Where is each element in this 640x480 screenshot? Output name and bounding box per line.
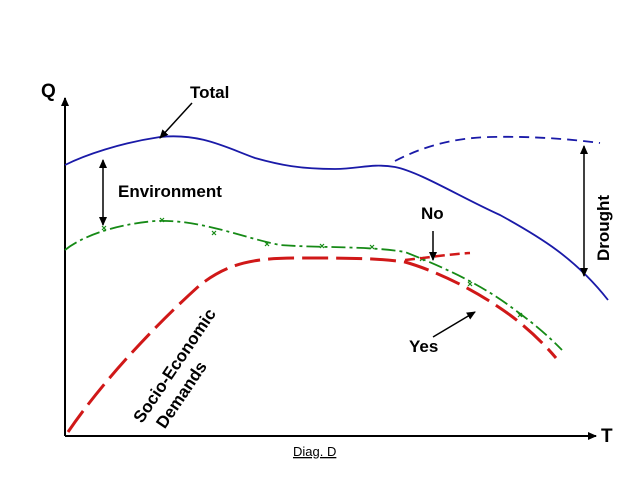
environment-curve-markers — [101, 217, 523, 318]
total-pointer-arrow — [159, 102, 193, 139]
total-label: Total — [190, 83, 229, 102]
socio-economic-no-branch — [404, 251, 471, 262]
socio-economic-label: Socio-Economic Demands — [130, 305, 220, 432]
environment-curve — [64, 219, 563, 351]
environment-label: Environment — [118, 182, 222, 201]
yes-pointer-arrow — [432, 311, 476, 338]
socio-economic-curve — [66, 256, 558, 433]
drought-label: Drought — [594, 195, 613, 261]
total-curve — [64, 135, 609, 301]
no-label: No — [421, 204, 444, 223]
diagram-caption: Diag. D — [293, 444, 336, 459]
total-curve-no-drought-branch — [394, 135, 601, 162]
x-axis-label: T — [601, 426, 613, 447]
y-axis-label: Q — [41, 81, 56, 102]
yes-label: Yes — [409, 337, 438, 356]
